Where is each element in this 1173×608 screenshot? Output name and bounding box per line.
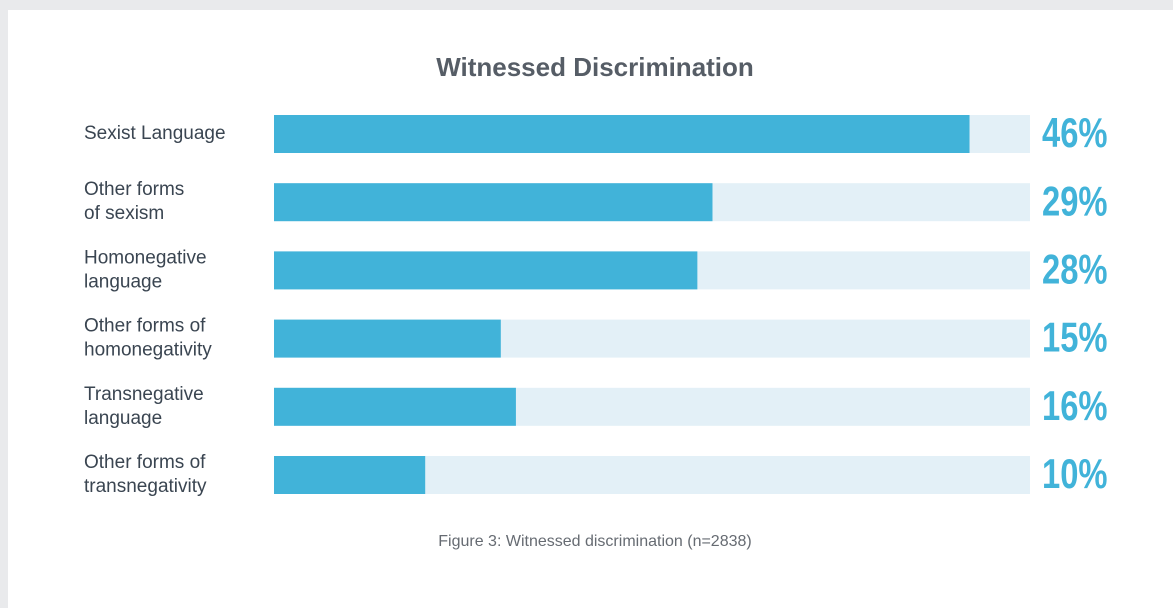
value-label: 16% [1042,382,1108,429]
value-label: 29% [1042,177,1108,224]
bar [274,183,713,222]
category-label: Homonegative language [84,247,207,292]
bar [274,456,426,494]
caption: Figure 3: Witnessed discrimination (n=28… [438,533,751,550]
category-label: Sexist Language [84,123,226,144]
card [8,10,1173,608]
bar [274,387,516,426]
bar [274,319,501,358]
bar [274,251,698,290]
category-label: Other forms of sexism [84,179,184,224]
category-label: Other forms of transnegativity [84,452,207,497]
value-label: 46% [1042,109,1108,156]
category-label: Other forms of homonegativity [84,316,212,361]
value-label: 15% [1042,314,1108,361]
category-label: Transnegative language [84,384,204,429]
bar [274,115,970,153]
value-label: 28% [1042,246,1108,293]
chart-title: Witnessed Discrimination [436,52,754,82]
value-label: 10% [1042,450,1108,497]
